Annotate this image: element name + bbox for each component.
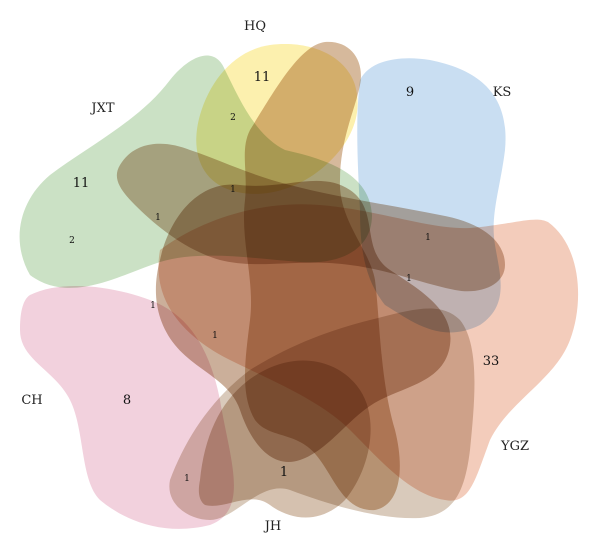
- count-region-1e: 1: [150, 301, 156, 311]
- count-region-1f: 1: [212, 331, 218, 341]
- count-jh-only: 1: [280, 465, 288, 480]
- count-jxt-only: 11: [73, 176, 90, 191]
- count-region-1g: 1: [184, 474, 190, 484]
- count-ygz-only: 33: [483, 354, 500, 369]
- central-brown-petal: [155, 180, 451, 462]
- count-region-1b: 1: [155, 213, 161, 223]
- set-label-jxt: JXT: [89, 101, 114, 116]
- count-region-1d: 1: [406, 274, 412, 284]
- count-region-1a: 1: [230, 185, 236, 195]
- set-label-ks: KS: [493, 85, 512, 100]
- count-ch-only: 8: [123, 393, 131, 408]
- set-label-jh: JH: [263, 519, 282, 534]
- count-hq-only: 11: [254, 70, 271, 85]
- count-region-1c: 1: [425, 233, 431, 243]
- count-jxt-ch: 2: [69, 236, 75, 246]
- set-label-ygz: YGZ: [500, 439, 529, 454]
- count-hq-jxt: 2: [230, 113, 236, 123]
- count-ks-only: 9: [406, 85, 414, 100]
- set-label-hq: HQ: [244, 19, 266, 34]
- set-label-ch: CH: [21, 393, 42, 408]
- jh-brown-petal: [198, 360, 371, 518]
